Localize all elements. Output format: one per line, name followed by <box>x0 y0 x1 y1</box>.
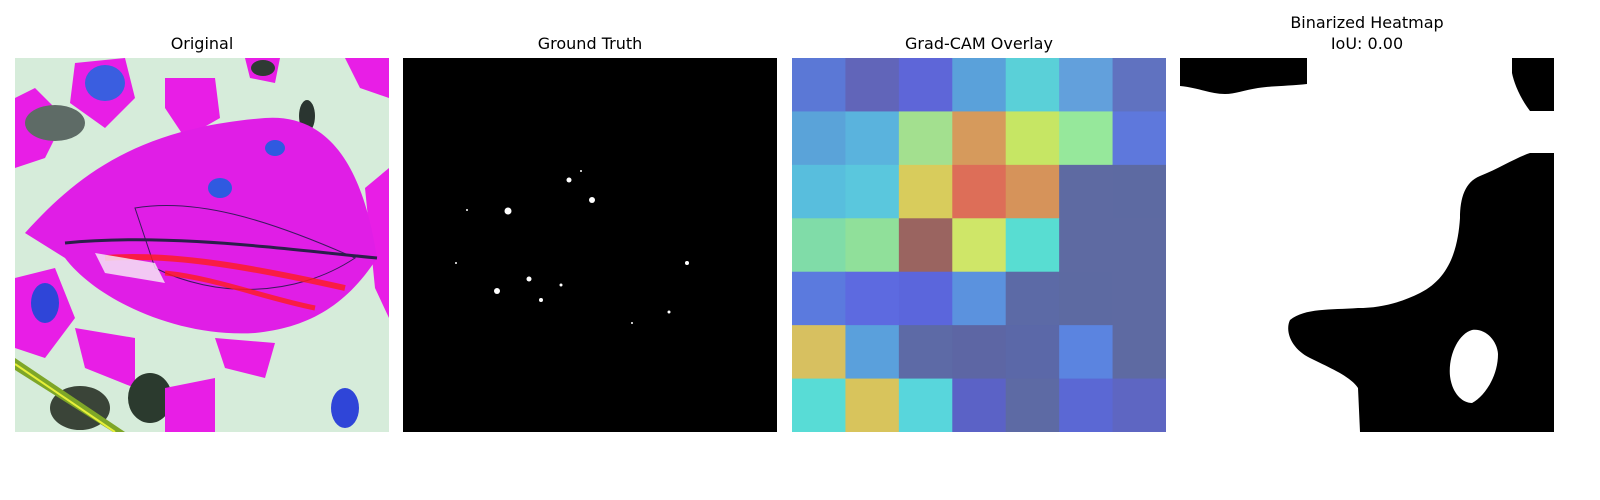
panel-title-binarized: Binarized Heatmap <box>1290 13 1444 32</box>
gradcam-cell <box>1005 325 1060 380</box>
gradcam-cell <box>1005 218 1060 273</box>
gradcam-cell <box>1005 378 1060 432</box>
panel-title-gradcam: Grad-CAM Overlay <box>905 34 1053 53</box>
panel-title-ground-truth: Ground Truth <box>537 34 643 53</box>
gradcam-cell <box>898 325 953 380</box>
panel-ground-truth: Ground Truth <box>403 0 777 500</box>
leaf-photo <box>15 58 389 432</box>
original-image <box>15 58 389 432</box>
gradcam-cell <box>845 111 900 166</box>
gradcam-cell <box>952 164 1007 219</box>
gradcam-cell <box>952 58 1007 112</box>
gradcam-cell <box>1112 164 1166 219</box>
panel-title-original: Original <box>170 34 234 53</box>
gradcam-cell <box>792 164 846 219</box>
gradcam-overlay <box>792 58 1166 432</box>
gradcam-cell <box>1005 164 1060 219</box>
gradcam-cell <box>952 378 1007 432</box>
gradcam-cell <box>845 378 900 432</box>
gradcam-cell <box>792 111 846 166</box>
gradcam-cell <box>1059 58 1114 112</box>
gradcam-cell <box>1112 325 1166 380</box>
gradcam-cell <box>952 325 1007 380</box>
gradcam-cell <box>792 218 846 273</box>
gradcam-cell <box>898 271 953 326</box>
gradcam-cell <box>1059 325 1114 380</box>
gradcam-cell <box>1112 378 1166 432</box>
ground-truth-mask <box>403 58 777 432</box>
binarized-heatmap <box>1180 58 1554 432</box>
gradcam-cell <box>792 378 846 432</box>
gradcam-cell <box>898 164 953 219</box>
gradcam-cell <box>1112 218 1166 273</box>
iou-score: IoU: 0.00 <box>1330 34 1404 53</box>
gradcam-cell <box>898 378 953 432</box>
gradcam-cell <box>952 271 1007 326</box>
gradcam-cell <box>1059 164 1114 219</box>
binarized-mask <box>1180 58 1554 432</box>
gradcam-cell <box>1112 271 1166 326</box>
gradcam-heatmap-grid <box>792 58 1166 432</box>
panel-gradcam: Grad-CAM Overlay <box>792 0 1166 500</box>
gradcam-cell <box>1059 378 1114 432</box>
gradcam-cell <box>845 218 900 273</box>
gradcam-cell <box>845 325 900 380</box>
gradcam-cell <box>898 111 953 166</box>
gradcam-cell <box>792 271 846 326</box>
gradcam-cell <box>792 325 846 380</box>
ground-truth-specks <box>455 170 689 324</box>
gradcam-cell <box>1059 218 1114 273</box>
panel-original: Original <box>15 0 389 500</box>
gradcam-cell <box>1005 271 1060 326</box>
gradcam-cell <box>1112 111 1166 166</box>
gradcam-cell <box>898 58 953 112</box>
gradcam-cell <box>845 58 900 112</box>
gradcam-cell <box>952 218 1007 273</box>
gradcam-cell <box>845 164 900 219</box>
gradcam-cell <box>952 111 1007 166</box>
gradcam-cell <box>1059 111 1114 166</box>
gradcam-cell <box>1112 58 1166 112</box>
gradcam-cell <box>1005 58 1060 112</box>
gradcam-cell <box>1005 111 1060 166</box>
gradcam-cell <box>845 271 900 326</box>
gradcam-cell <box>1059 271 1114 326</box>
gradcam-cell <box>898 218 953 273</box>
gradcam-cell <box>792 58 846 112</box>
panel-binarized: Binarized Heatmap IoU: 0.00 <box>1180 0 1554 500</box>
